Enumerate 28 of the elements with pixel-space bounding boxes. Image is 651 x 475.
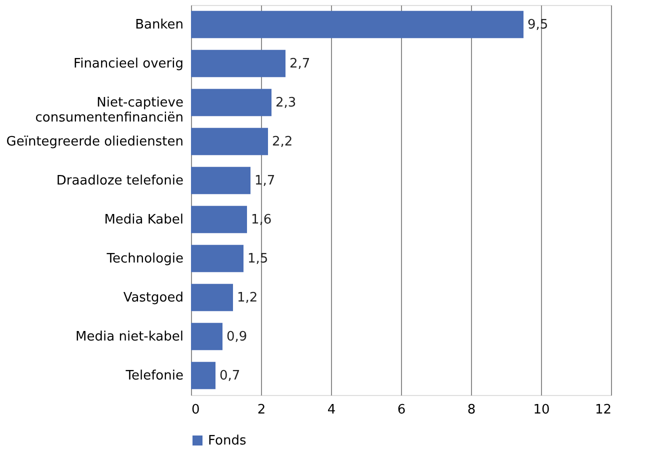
y-tick-label: Media Kabel (104, 212, 184, 228)
x-tick-label: 2 (257, 402, 266, 418)
y-tick-label: Technologie (106, 252, 184, 266)
y-tick-label: Financieel overig (74, 56, 184, 72)
data-label: 1,6 (251, 212, 272, 228)
y-tick-label: Telefonie (124, 368, 184, 384)
data-label: 1,5 (248, 252, 268, 266)
data-label: 2,3 (276, 96, 296, 110)
data-label: 0,9 (226, 330, 248, 344)
y-tick-label: Draadloze telefonie (56, 174, 184, 188)
data-label: 9,5 (528, 18, 548, 32)
y-tick-label: Banken (135, 18, 184, 32)
legend-label: Fonds (208, 434, 246, 448)
x-tick-label: 8 (467, 402, 476, 418)
x-tick-label: 12 (594, 402, 612, 418)
data-label: 2,7 (290, 56, 310, 72)
y-tick-label: Vastgoed (123, 290, 184, 306)
x-tick-label: 6 (397, 402, 406, 418)
y-tick-label: Media niet-kabel (76, 330, 184, 344)
data-label: 2,2 (272, 134, 293, 150)
x-tick-label: 10 (533, 402, 550, 418)
y-tick-label: Niet-captieve consumentenfinanciën (35, 96, 184, 126)
x-tick-label: 0 (192, 402, 200, 418)
x-tick-label: 4 (327, 402, 336, 418)
data-label: 1,2 (237, 290, 258, 306)
data-label: 0,7 (220, 368, 240, 384)
data-label: 1,7 (254, 174, 276, 188)
y-tick-label: Geïntegreerde oliediensten (6, 134, 184, 150)
